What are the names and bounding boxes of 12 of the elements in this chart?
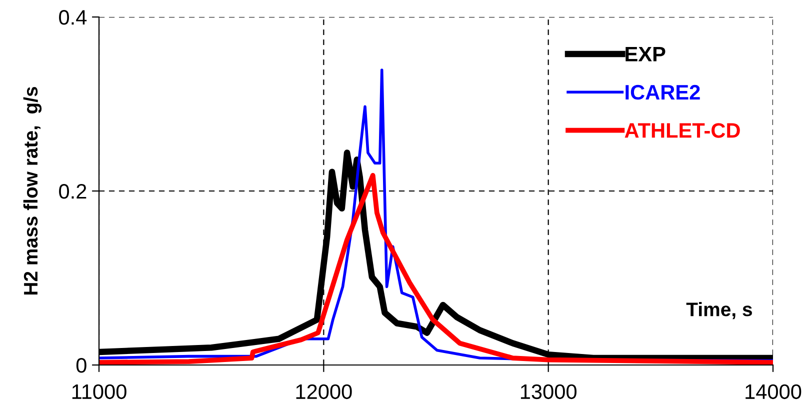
x-tick-label: 12000 <box>296 384 352 400</box>
legend-label: EXP <box>626 46 666 62</box>
x-tick-label: 13000 <box>520 384 576 400</box>
legend-label: ICARE2 <box>626 84 700 100</box>
y-tick-label: 0.2 <box>59 184 86 199</box>
y-axis-title: H2 mass flow rate, g/s <box>23 86 42 295</box>
x-tick-label: 14000 <box>746 384 802 400</box>
x-tick-label: 11000 <box>72 384 126 400</box>
y-tick-label: 0 <box>76 358 86 373</box>
annotation: Time, s <box>686 302 752 320</box>
y-tick-label: 0.4 <box>59 10 87 25</box>
legend-label: ATHLET-CD <box>624 123 740 138</box>
